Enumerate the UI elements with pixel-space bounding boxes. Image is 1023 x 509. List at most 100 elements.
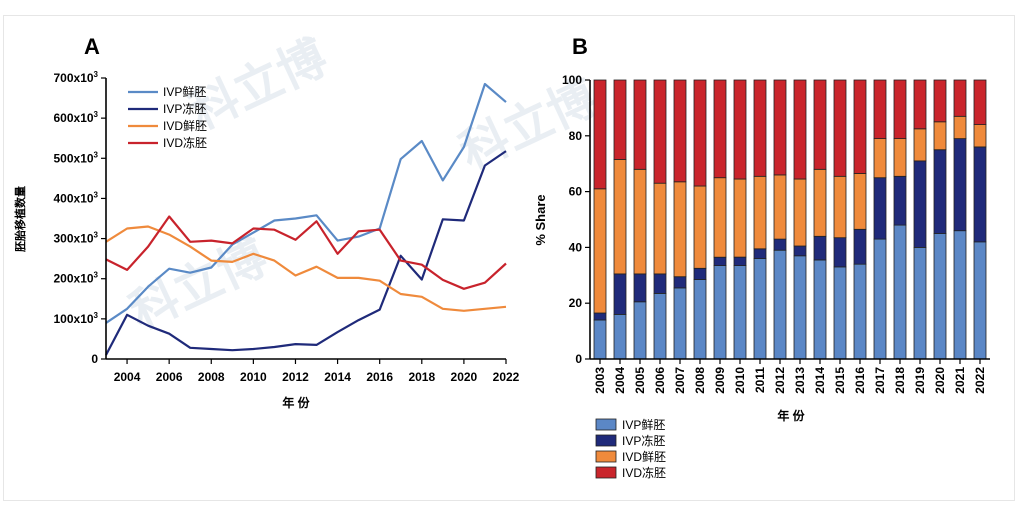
panel-a-legend-label: IVD冻胚 [163,135,207,150]
panel-b-bar-segment [753,79,767,177]
panel-b-bar-segment [613,159,627,275]
panel-a-series-line [105,215,507,290]
panel-a-y-tick-label: 300x103 [54,231,99,246]
panel-a-y-label: 胚胎移植数量 [13,186,27,253]
panel-a-y-tick-label: 0 [91,352,98,366]
panel-a-legend-label: IVD鲜胚 [163,119,207,133]
panel-b-bar-segment [713,79,727,179]
panel-a-y-tick-label: 200x103 [54,271,99,286]
panel-b-bar-segment [833,266,847,360]
panel-a-y-tick-label: 100x103 [54,311,99,326]
panel-b-bar-segment [773,238,787,251]
panel-b-bar-segment [613,313,627,360]
panel-b-stacked-bar-chart: B 0 20 40 60 80 100 2003 2004 2005 2006 2007 2008 2… [533,34,990,480]
panel-a-letter: A [84,34,100,59]
panel-b-bar-segment [913,79,927,130]
panel-b-bar-segment [913,160,927,248]
panel-b-legend-label: IVP冻胚 [622,433,665,448]
panel-b-x-tick-label: 2022 [973,367,987,394]
panel-b-bar-segment [813,259,827,360]
panel-b-bar-segment [973,146,987,243]
panel-b-bar-segment [773,174,787,240]
panel-b-bar-segment [893,79,907,139]
panel-b-x-tick-label: 2021 [953,367,967,394]
panel-b-bar-segment [633,79,647,170]
panel-b-bar-segment [973,124,987,148]
panel-a-series-line [105,225,507,312]
panel-a-legend: IVP鲜胚 IVP冻胚 IVD鲜胚 IVD冻胚 [128,85,207,150]
panel-b-bar-segment [893,138,907,177]
panel-a-x-tick-label: 2016 [366,370,393,384]
panel-b-y-tick-label: 20 [569,296,583,310]
panel-b-bar-segment [793,79,807,180]
panel-b-bar-segment [853,173,867,230]
panel-b-bar-segment [793,245,807,257]
panel-b-bar-segment [633,273,647,303]
panel-b-bar-segment [833,175,847,239]
panel-a-series-line [105,150,507,356]
panel-b-y-tick-label: 40 [569,240,583,254]
panel-b-x-tick-label: 2012 [773,367,787,394]
panel-b-y-label: % Share [533,194,548,245]
panel-b-bar-segment [813,235,827,261]
panel-a-series-line [105,82,507,324]
panel-b-x-tick-label: 2015 [833,367,847,394]
panel-b-x-tick-label: 2013 [793,367,807,394]
panel-b-bar-segment [773,79,787,176]
panel-a-x-tick-label: 2020 [451,370,478,384]
panel-b-bar-segment [953,115,967,140]
panel-b-bar-segment [733,265,747,360]
panel-b-bar-segment [873,238,887,360]
watermark-b1: 科立博 [452,71,605,180]
panel-b-x-tick-label: 2007 [673,367,687,394]
panel-b-bar-segment [953,230,967,360]
panel-b-bar-segment [693,279,707,360]
panel-a-x-tick-label: 2012 [282,370,309,384]
panel-b-bar-segment [593,319,607,360]
panel-b-x-tick-label: 2003 [593,367,607,394]
panel-b-x-tick-label: 2011 [753,367,767,393]
panel-b-x-tick-label: 2017 [873,367,887,394]
panel-b-x-tick-label: 2008 [693,367,707,394]
panel-b-x-tick-label: 2014 [813,367,827,394]
panel-b-bar-segment [733,178,747,258]
panel-b-bar-segment [753,248,767,260]
panel-b-letter: B [572,34,588,59]
panel-b-bar-segment [933,79,947,123]
panel-b-legend-label: IVD冻胚 [622,465,666,480]
panel-b-bar-segment [853,79,867,174]
panel-b-x-label: 年 份 [777,408,805,423]
figure-frame [3,15,1015,501]
panel-b-bar-segment [653,79,667,184]
panel-b-bar-segment [693,79,707,187]
panel-b-bar-segment [953,138,967,232]
panel-b-x-tick-label: 2020 [933,367,947,394]
panel-b-bar-segment [933,149,947,234]
panel-b-bar-segment [593,79,607,190]
panel-b-legend-swatch [595,434,617,447]
panel-a-y-tick-label: 500x103 [54,150,99,165]
panel-b-bar-segment [653,182,667,275]
panel-b-bar-segment [933,121,947,151]
panel-b-x-tick-label: 2009 [713,367,727,394]
panel-b-bar-segment [673,276,687,289]
panel-b-bar-segment [813,168,827,237]
panel-a-x-tick-label: 2010 [240,370,267,384]
panel-b-x-tick-label: 2006 [653,367,667,394]
panel-b-bar-segment [953,79,967,117]
panel-b-bar-segment [873,79,887,139]
panel-b-x-tick-label: 2019 [913,367,927,394]
panel-b-bar-segment [853,228,867,265]
panel-b-legend-swatch [595,450,617,463]
panel-b-bar-segment [793,178,807,247]
panel-a-y-tick-label: 700x103 [54,70,99,85]
panel-b-bar-segment [753,258,767,360]
panel-b-bar-segment [693,267,707,280]
panel-b-x-tick-label: 2016 [853,367,867,394]
panel-b-bar-segment [713,265,727,360]
panel-b-bar-segment [853,263,867,360]
panel-b-bar-segment [713,256,727,267]
panel-b-bar-segment [733,79,747,180]
